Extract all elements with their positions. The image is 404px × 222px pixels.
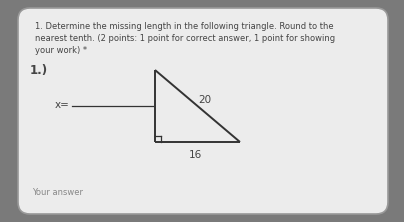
Text: your work) *: your work) * bbox=[35, 46, 87, 55]
Text: Your answer: Your answer bbox=[32, 188, 83, 196]
Text: x=: x= bbox=[55, 100, 70, 110]
Text: 20: 20 bbox=[198, 95, 211, 105]
Text: 1.): 1.) bbox=[30, 64, 48, 77]
Text: 1. Determine the missing length in the following triangle. Round to the: 1. Determine the missing length in the f… bbox=[35, 22, 334, 31]
FancyBboxPatch shape bbox=[18, 8, 388, 214]
Text: nearest tenth. (2 points: 1 point for correct answer, 1 point for showing: nearest tenth. (2 points: 1 point for co… bbox=[35, 34, 335, 43]
Text: 16: 16 bbox=[188, 150, 202, 160]
